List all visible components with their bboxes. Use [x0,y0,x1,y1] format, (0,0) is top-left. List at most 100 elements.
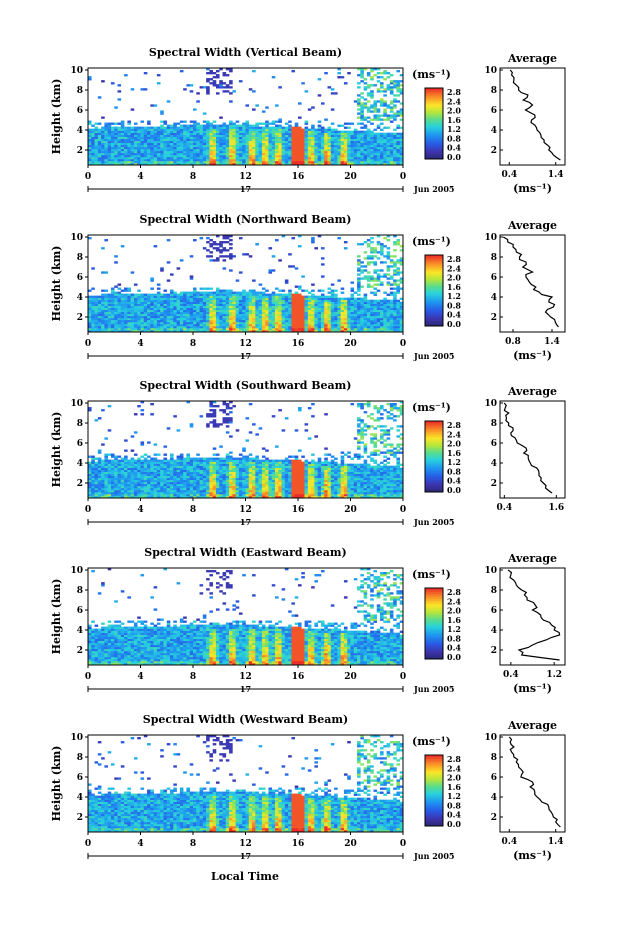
colorbar-tick-label: 1.2 [447,124,461,134]
average-ytick-label: 6 [491,606,497,616]
xtick-label: 0 [85,839,91,849]
xtick-label: 12 [239,505,252,515]
xtick-label: 12 [239,339,252,349]
colorbar: (ms⁻¹) 0.00.40.81.21.62.02.42.8 [412,568,461,662]
colorbar-tick-label: 2.0 [447,106,461,116]
average-frame [499,400,566,499]
colorbar-tick-label: 1.6 [447,615,461,625]
colorbar-tick-label: 2.0 [447,773,461,783]
colorbar-tick-label: 2.4 [447,263,461,273]
average-ytick-label: 8 [491,419,497,429]
xtick-label: 0 [85,672,91,682]
panel-4: Spectral Width (Eastward Beam) 2 4 6 8 10 Heig… [50,546,566,695]
average-xtick-label: 0.4 [496,503,512,513]
colorbar-tick-label: 1.2 [447,457,461,467]
average-ytick-label: 2 [491,313,497,323]
xtick-label: 0 [400,839,406,849]
xtick-label: 16 [292,172,305,182]
ytick-label: 6 [77,773,83,783]
colorbar-tick-label: 0.8 [447,133,461,143]
colorbar-unit: (ms⁻¹) [412,568,451,581]
ytick-label: 4 [77,126,83,136]
average-xtick-label: 1.4 [548,837,564,847]
average-line [503,402,553,494]
average-frame [499,67,566,166]
average-ytick-label: 10 [484,399,497,409]
ytick-label: 2 [77,646,83,656]
xtick-label: 4 [137,172,143,182]
colorbar-tick-label: 2.8 [447,754,461,764]
average-ytick-label: 6 [491,106,497,116]
colorbar-tick-label: 2.4 [447,763,461,773]
xtick-label: 4 [137,505,143,515]
ytick-label: 8 [77,586,83,596]
date-label: Jun 2005 [413,851,454,861]
xtick-label: 8 [190,339,196,349]
colorbar-tick-label: 2.0 [447,606,461,616]
ytick-label: 6 [77,606,83,616]
colorbar-tick-label: 1.2 [447,791,461,801]
xtick-label: 20 [344,839,357,849]
average-xtick-label: 0.4 [501,170,517,180]
colorbar-tick-label: 2.4 [447,596,461,606]
date-label: Jun 2005 [413,684,454,694]
average-line [507,569,561,661]
average-xlabel: (ms⁻¹) [513,349,552,362]
average-profile: Average 2 4 6 8 10 0.4 1.2 (ms⁻¹) [484,552,566,695]
xtick-label: 8 [190,672,196,682]
ytick-label: 10 [70,566,83,576]
ytick-label: 10 [70,233,83,243]
ytick-label: 8 [77,419,83,429]
average-xtick-label: 1.4 [544,337,560,347]
average-ytick-label: 8 [491,86,497,96]
xtick-label: 0 [85,505,91,515]
colorbar-unit: (ms⁻¹) [412,235,451,248]
colorbar-tick-label: 0.4 [447,643,461,653]
panel-1: Spectral Width (Vertical Beam) 2 4 6 8 10 Heig… [50,46,566,195]
colorbar: (ms⁻¹) 0.00.40.81.21.62.02.42.8 [412,68,461,162]
xtick-label: 8 [190,172,196,182]
xtick-label: 8 [190,505,196,515]
average-ytick-label: 6 [491,773,497,783]
average-title: Average [507,719,557,732]
colorbar-tick-label: 0.4 [447,476,461,486]
colorbar: (ms⁻¹) 0.00.40.81.21.62.02.42.8 [412,235,461,329]
y-axis-label: Height (km) [50,246,63,322]
y-axis-label: Height (km) [50,412,63,488]
average-ytick-label: 2 [491,646,497,656]
xtick-label: 16 [292,672,305,682]
day-label: 17 [240,351,251,361]
average-profile: Average 2 4 6 8 10 0.8 1.4 (ms⁻¹) [484,219,566,362]
colorbar: (ms⁻¹) 0.00.40.81.21.62.02.42.8 [412,735,461,829]
colorbar-tick-label: 1.2 [447,624,461,634]
xtick-label: 20 [344,172,357,182]
average-title: Average [507,552,557,565]
ytick-label: 10 [70,66,83,76]
ytick-label: 2 [77,479,83,489]
xtick-label: 20 [344,339,357,349]
colorbar-tick-label: 2.4 [447,96,461,106]
average-ytick-label: 2 [491,813,497,823]
colorbar-tick-label: 0.4 [447,310,461,320]
xtick-label: 12 [239,172,252,182]
colorbar-tick-label: 1.6 [447,448,461,458]
ytick-label: 8 [77,753,83,763]
ytick-label: 10 [70,399,83,409]
ytick-label: 4 [77,793,83,803]
average-profile: Average 2 4 6 8 10 0.4 1.6 [484,385,566,513]
date-label: Jun 2005 [413,351,454,361]
colorbar-tick-label: 1.2 [447,291,461,301]
colorbar-tick-label: 0.8 [447,466,461,476]
colorbar-tick-label: 0.0 [447,819,461,829]
panel-title: Spectral Width (Westward Beam) [143,713,348,726]
ytick-label: 2 [77,146,83,156]
day-label: 17 [240,851,251,861]
average-ytick-label: 4 [491,293,497,303]
xtick-label: 16 [292,505,305,515]
y-axis-label: Height (km) [50,746,63,822]
xtick-label: 0 [400,505,406,515]
colorbar: (ms⁻¹) 0.00.40.81.21.62.02.42.8 [412,401,461,495]
xtick-label: 4 [137,339,143,349]
colorbar-frame [424,587,444,660]
